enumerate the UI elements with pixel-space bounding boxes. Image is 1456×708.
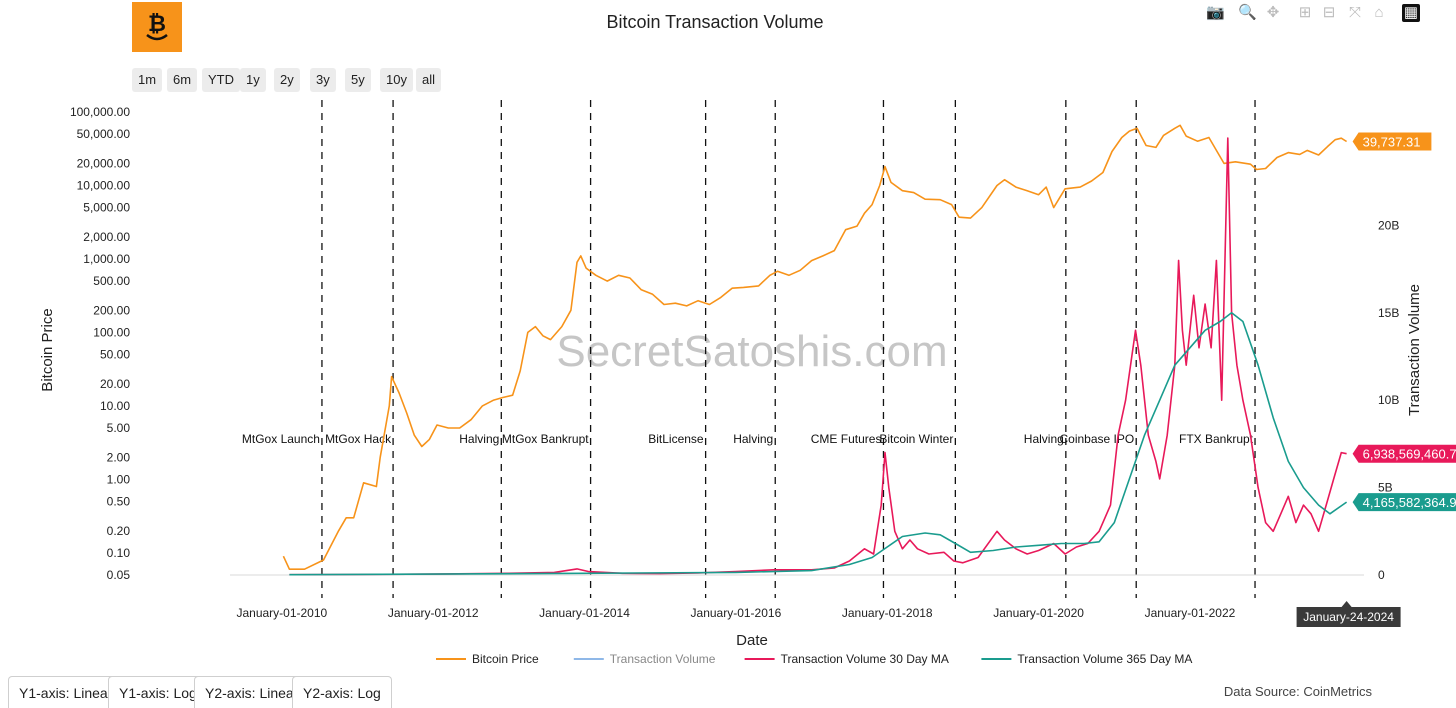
chart-title: Bitcoin Transaction Volume: [606, 12, 823, 32]
event-label: Halving: [1024, 432, 1064, 446]
x-hover-badge: January-24-2024: [1296, 601, 1401, 627]
event-label: Coinbase IPO: [1059, 432, 1134, 446]
range-button-10y[interactable]: 10y: [380, 68, 413, 92]
y1-tick-label: 0.05: [107, 568, 131, 582]
legend-label: Transaction Volume 30 Day MA: [781, 652, 949, 666]
x-tick-label: January-01-2012: [388, 606, 479, 620]
event-label: CME Futures: [811, 432, 882, 446]
legend-item[interactable]: Bitcoin Price: [436, 652, 539, 666]
y1-tick-label: 10.00: [100, 399, 130, 413]
plotly-logo-icon[interactable]: ▦: [1402, 4, 1420, 22]
y1-tick-label: 0.20: [107, 524, 131, 538]
range-button-all[interactable]: all: [416, 68, 442, 92]
legend-label: Transaction Volume: [610, 652, 716, 666]
pan-icon[interactable]: ✥: [1266, 4, 1280, 21]
y1-tick-label: 20.00: [100, 377, 130, 391]
axis-button-y2-axis-log[interactable]: Y2-axis: Log: [292, 676, 392, 708]
y1-tick-label: 1,000.00: [83, 252, 130, 266]
y2-tick-label: 0: [1378, 568, 1385, 582]
event-markers: MtGox Launch MtGox Hack Halving MtGox Bankr…: [242, 100, 1256, 598]
y1-tick-label: 5.00: [107, 421, 131, 435]
zoom-out-icon[interactable]: ⊟: [1322, 4, 1336, 21]
x-axis-title: Date: [736, 632, 768, 649]
event-label: MtGox Launch: [242, 432, 320, 446]
legend-label: Transaction Volume 365 Day MA: [1017, 652, 1192, 666]
y2-tick-label: 5B: [1378, 481, 1393, 495]
y1-tick-label: 50.00: [100, 348, 130, 362]
y1-tick-label: 0.10: [107, 546, 131, 560]
last-value-label: 39,737.31: [1363, 134, 1421, 149]
legend[interactable]: Bitcoin Price Transaction Volume Transacti…: [436, 652, 1192, 666]
last-value-label: 6,938,569,460.73: [1363, 447, 1456, 462]
series-line-bitcoin-price[interactable]: [282, 124, 1348, 570]
y1-tick-label: 20,000.00: [77, 156, 131, 170]
range-button-6m[interactable]: 6m: [167, 68, 198, 92]
y1-tick-label: 200.00: [93, 303, 130, 317]
x-tick-label: January-01-2018: [842, 606, 933, 620]
legend-item[interactable]: Transaction Volume 30 Day MA: [744, 652, 949, 666]
y1-tick-label: 1.00: [107, 472, 131, 486]
y1-axis-title: Bitcoin Price: [39, 308, 56, 391]
y1-tick-label: 10,000.00: [77, 178, 131, 192]
x-tick-label: January-01-2022: [1145, 606, 1236, 620]
camera-icon[interactable]: 📷: [1206, 4, 1225, 21]
legend-item[interactable]: Transaction Volume 365 Day MA: [981, 652, 1192, 666]
axis-button-y1-axis-log[interactable]: Y1-axis: Log: [108, 676, 208, 708]
x-tick-label: January-01-2016: [691, 606, 782, 620]
data-source: Data Source: CoinMetrics: [1223, 684, 1372, 699]
event-label: Bitcoin Winter: [879, 432, 953, 446]
last-value-badge: 4,165,582,364.97: [1352, 493, 1456, 512]
y2-tick-label: 15B: [1378, 306, 1399, 320]
bitcoin-face-icon: ₿: [146, 12, 168, 41]
watermark: SecretSatoshis.com: [556, 327, 947, 376]
y1-tick-label: 100.00: [93, 325, 130, 339]
axis-button-y2-axis-linear[interactable]: Y2-axis: Linear: [194, 676, 310, 708]
x-hover-label: January-24-2024: [1303, 610, 1394, 624]
y1-tick-label: 500.00: [93, 274, 130, 288]
range-button-3y[interactable]: 3y: [310, 68, 336, 92]
last-value-label: 4,165,582,364.97: [1363, 495, 1456, 510]
zoom-in-icon[interactable]: ⊞: [1298, 4, 1312, 21]
range-button-5y[interactable]: 5y: [345, 68, 371, 92]
svg-text:₿: ₿: [148, 12, 166, 37]
y1-tick-label: 100,000.00: [70, 105, 130, 119]
home-icon[interactable]: ⌂: [1374, 4, 1384, 21]
event-label: Halving: [459, 432, 499, 446]
value-labels: 39,737.31 6,938,569,460.73 4,165,582,364.9…: [1352, 132, 1456, 512]
y1-tick-label: 5,000.00: [83, 201, 130, 215]
autoscale-icon[interactable]: ⤧: [1348, 4, 1361, 21]
event-label: Halving: [733, 432, 773, 446]
legend-label: Bitcoin Price: [472, 652, 539, 666]
event-label: MtGox Bankrupt: [502, 432, 589, 446]
axis-button-y1-axis-linear[interactable]: Y1-axis: Linear: [8, 676, 124, 708]
x-tick-label: January-01-2014: [539, 606, 630, 620]
range-button-1y[interactable]: 1y: [240, 68, 266, 92]
last-value-badge: 39,737.31: [1352, 132, 1432, 151]
x-tick-label: January-01-2020: [993, 606, 1084, 620]
series-lines[interactable]: [282, 124, 1348, 576]
y1-tick-label: 0.50: [107, 495, 131, 509]
y1-tick-label: 2.00: [107, 450, 131, 464]
series-line-transaction-volume-365-day-ma[interactable]: [289, 312, 1348, 576]
y2-tick-label: 20B: [1378, 218, 1399, 232]
event-label: BitLicense: [648, 432, 704, 446]
bitcoin-logo: ₿: [132, 2, 182, 52]
range-button-ytd[interactable]: YTD: [202, 68, 240, 92]
x-tick-label: January-01-2010: [236, 606, 327, 620]
y2-axis-title: Transaction Volume: [1406, 284, 1423, 416]
last-value-badge: 6,938,569,460.73: [1352, 444, 1456, 463]
range-button-2y[interactable]: 2y: [274, 68, 300, 92]
y2-tick-label: 10B: [1378, 393, 1399, 407]
legend-item[interactable]: Transaction Volume: [573, 652, 716, 666]
event-label: FTX Bankrupt: [1179, 432, 1254, 446]
range-button-1m[interactable]: 1m: [132, 68, 163, 92]
zoom-icon[interactable]: 🔍: [1238, 4, 1257, 21]
y1-tick-label: 50,000.00: [77, 127, 131, 141]
event-label: MtGox Hack: [325, 432, 392, 446]
y1-tick-label: 2,000.00: [83, 230, 130, 244]
